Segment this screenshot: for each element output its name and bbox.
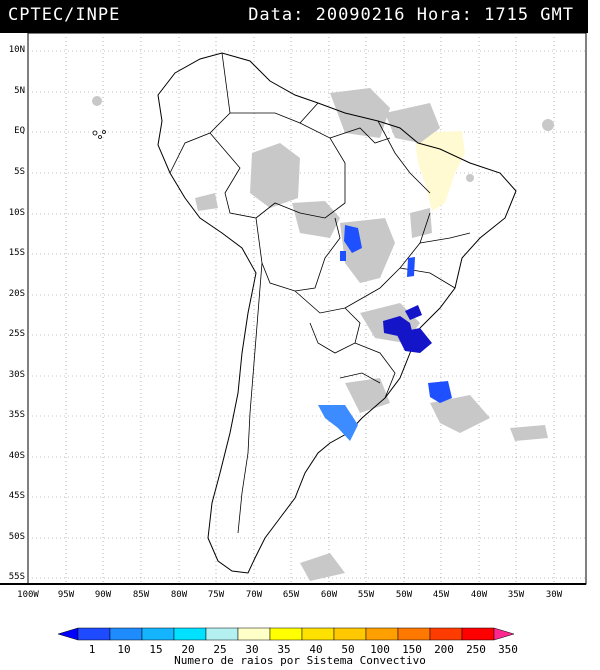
colorbar-segment — [365, 627, 399, 641]
lon-label: 55W — [357, 590, 375, 600]
header-title: CPTEC/INPE — [8, 5, 121, 25]
colorbar-label: 15 — [149, 643, 163, 656]
storm-cell — [344, 225, 362, 253]
colorbar-arrow-right — [493, 627, 515, 641]
lightning-systems — [318, 225, 452, 441]
colorbar-segment — [461, 627, 495, 641]
colorbar-label: 40 — [309, 643, 323, 656]
colorbar-label: 30 — [245, 643, 259, 656]
colorbar-label: 50 — [341, 643, 355, 656]
lat-label: 40S — [8, 451, 25, 461]
lat-label: 10N — [8, 45, 25, 55]
colorbar-segment — [429, 627, 463, 641]
storm-cell — [340, 251, 346, 261]
colorbar-segment — [269, 627, 303, 641]
colorbar-label: 1 — [88, 643, 96, 656]
lat-label: 5N — [14, 86, 25, 96]
lon-label: 100W — [17, 590, 39, 600]
colorbar-label: 150 — [402, 643, 422, 656]
colorbar-label: 20 — [181, 643, 195, 656]
lon-label: 40W — [470, 590, 488, 600]
colorbar-segment — [109, 627, 143, 641]
storm-cell — [428, 381, 452, 403]
lon-label: 50W — [395, 590, 413, 600]
lon-label: 75W — [207, 590, 225, 600]
storm-cell — [383, 316, 412, 336]
colorbar-segment — [173, 627, 207, 641]
lat-label: EQ — [14, 126, 25, 136]
lat-label: 15S — [8, 248, 25, 258]
lon-label: 80W — [170, 590, 188, 600]
colorbar-arrow-left — [58, 627, 79, 641]
storm-cell — [407, 257, 415, 277]
lon-label: 30W — [545, 590, 563, 600]
colorbar-label: 100 — [370, 643, 390, 656]
colorbar-segment — [237, 627, 271, 641]
colorbar-label: 10 — [117, 643, 131, 656]
lon-label: 60W — [320, 590, 338, 600]
map-panel — [0, 33, 587, 585]
lon-label: 65W — [282, 590, 300, 600]
lon-label: 90W — [94, 590, 112, 600]
map-frame — [27, 33, 587, 585]
storm-cell — [405, 305, 422, 320]
lon-label: 70W — [245, 590, 263, 600]
colorbar — [58, 627, 515, 641]
lat-label: 20S — [8, 289, 25, 299]
colorbar-label: 35 — [277, 643, 291, 656]
storm-cell — [396, 328, 432, 353]
galapagos-islands — [92, 130, 106, 139]
colorbar-segment — [333, 627, 367, 641]
country-borders — [169, 52, 471, 534]
lightning-region-yellow — [414, 131, 465, 211]
colorbar-label: 200 — [434, 643, 454, 656]
lon-label: 85W — [132, 590, 150, 600]
lon-label: 45W — [432, 590, 450, 600]
lat-label: 55S — [8, 572, 25, 582]
colorbar-segment — [77, 627, 111, 641]
lat-label: 35S — [8, 410, 25, 420]
lat-label: 5S — [14, 167, 25, 177]
colorbar-segment — [141, 627, 175, 641]
lat-label: 10S — [8, 208, 25, 218]
header-bar: CPTEC/INPE Data: 20090216 Hora: 1715 GMT — [0, 0, 588, 33]
header-date-time: Data: 20090216 Hora: 1715 GMT — [248, 5, 574, 25]
lat-label: 50S — [8, 532, 25, 542]
colorbar-segments — [58, 627, 515, 641]
colorbar-segment — [397, 627, 431, 641]
lon-label: 95W — [57, 590, 75, 600]
colorbar-segment — [301, 627, 335, 641]
map-grid — [28, 33, 586, 584]
colorbar-label: 350 — [498, 643, 518, 656]
colorbar-segment — [205, 627, 239, 641]
colorbar-label: 25 — [213, 643, 227, 656]
lat-label: 45S — [8, 491, 25, 501]
colorbar-caption: Numero de raios por Sistema Convectivo — [174, 654, 426, 667]
lon-label: 35W — [507, 590, 525, 600]
lat-label: 25S — [8, 329, 25, 339]
storm-cell — [318, 405, 358, 441]
lat-label: 30S — [8, 370, 25, 380]
colorbar-label: 250 — [466, 643, 486, 656]
